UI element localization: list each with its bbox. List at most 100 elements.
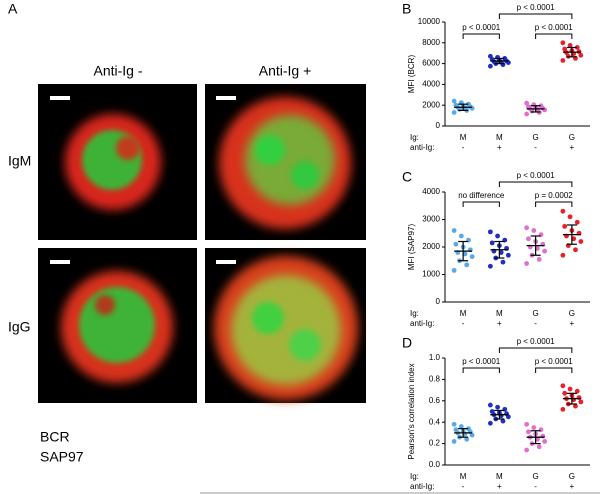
data-point — [560, 40, 566, 46]
x-row-label: anti-Ig: — [410, 143, 434, 152]
data-point — [536, 256, 542, 262]
significance-bracket — [498, 347, 573, 353]
data-point — [542, 439, 548, 444]
data-point — [567, 214, 573, 220]
data-point — [451, 228, 457, 233]
x-row-label: Ig: — [410, 472, 419, 481]
x-row-label: anti-Ig: — [410, 482, 434, 491]
data-point — [505, 252, 511, 258]
data-point — [487, 53, 493, 59]
y-tick-label: 10000 — [418, 17, 441, 26]
data-point — [567, 43, 573, 48]
y-axis-label: Pearson's correlation index — [407, 363, 416, 459]
significance-bracket — [462, 201, 500, 207]
x-tick-label: + — [570, 319, 575, 328]
significance-label: p < 0.0001 — [462, 357, 501, 366]
y-tick-label: 0.0 — [429, 460, 441, 469]
data-point — [524, 111, 530, 117]
x-row-label: anti-Ig: — [410, 319, 434, 328]
data-point — [524, 100, 530, 106]
y-tick-label: 3000 — [422, 215, 440, 224]
y-tick-label: 2000 — [422, 100, 440, 109]
x-tick-label: G — [533, 309, 539, 318]
data-point — [573, 403, 578, 409]
data-point — [451, 267, 457, 273]
row-label: IgG — [8, 319, 31, 335]
data-point — [538, 103, 544, 109]
x-tick-label: + — [497, 143, 502, 152]
data-point — [560, 383, 566, 389]
significance-label: p < 0.0001 — [517, 171, 556, 180]
data-point — [524, 261, 530, 266]
legend-entry: BCR — [40, 429, 70, 445]
data-point — [495, 233, 500, 239]
data-point — [453, 241, 459, 247]
data-point — [458, 233, 464, 239]
y-tick-label: 1.0 — [429, 353, 441, 362]
y-tick-label: 0.2 — [429, 439, 441, 448]
micrograph — [38, 248, 197, 403]
significance-label: no difference — [458, 191, 505, 200]
x-tick-label: M — [460, 309, 467, 318]
data-point — [500, 418, 506, 424]
significance-label: p < 0.0001 — [517, 337, 556, 346]
data-point — [464, 436, 470, 442]
data-point — [451, 110, 457, 115]
data-point — [453, 102, 459, 108]
data-point — [560, 58, 566, 63]
y-tick-label: 0.8 — [429, 375, 441, 384]
x-tick-label: - — [462, 143, 465, 152]
y-axis-label: MFI (BCR) — [407, 55, 416, 94]
data-point — [562, 390, 568, 396]
data-point — [487, 402, 493, 408]
data-point — [562, 223, 568, 229]
data-point — [538, 427, 544, 433]
data-point — [451, 439, 457, 444]
y-tick-label: 0.4 — [429, 417, 441, 426]
data-point — [573, 247, 578, 253]
significance-label: p < 0.0001 — [535, 23, 574, 32]
x-tick-label: G — [533, 472, 539, 481]
column-label: Anti-Ig + — [259, 63, 312, 79]
data-point — [574, 219, 580, 225]
data-point — [526, 236, 531, 242]
significance-label: p < 0.0001 — [462, 23, 501, 32]
y-tick-label: 8000 — [422, 38, 440, 47]
data-point — [526, 104, 531, 110]
x-tick-label: - — [534, 319, 537, 328]
data-point — [524, 447, 530, 453]
x-tick-label: M — [496, 133, 503, 142]
data-point — [487, 263, 493, 269]
x-tick-label: + — [570, 482, 575, 491]
data-point — [500, 259, 506, 265]
data-point — [578, 52, 584, 58]
x-tick-label: G — [569, 133, 575, 142]
data-point — [487, 229, 493, 235]
significance-bracket — [535, 367, 573, 373]
y-tick-label: 4000 — [422, 80, 440, 89]
data-point — [560, 252, 566, 258]
significance-label: p = 0.0002 — [535, 191, 574, 200]
significance-label: p < 0.0001 — [517, 3, 556, 12]
data-point — [453, 427, 459, 433]
micrograph — [38, 84, 197, 240]
data-point — [542, 248, 548, 254]
x-tick-label: + — [497, 319, 502, 328]
legend-entry: SAP97 — [40, 449, 84, 465]
x-tick-label: M — [460, 472, 467, 481]
y-tick-label: 4000 — [422, 187, 440, 196]
x-tick-label: G — [569, 472, 575, 481]
data-point — [524, 225, 530, 231]
data-point — [560, 208, 566, 214]
panel-letter: C — [402, 169, 412, 185]
x-tick-label: M — [496, 309, 503, 318]
significance-bracket — [498, 181, 573, 187]
x-tick-label: - — [534, 482, 537, 491]
x-tick-label: G — [533, 133, 539, 142]
x-tick-label: + — [497, 482, 502, 491]
x-row-label: Ig: — [410, 133, 419, 142]
data-point — [487, 63, 493, 69]
data-point — [451, 98, 457, 104]
data-point — [502, 406, 508, 412]
